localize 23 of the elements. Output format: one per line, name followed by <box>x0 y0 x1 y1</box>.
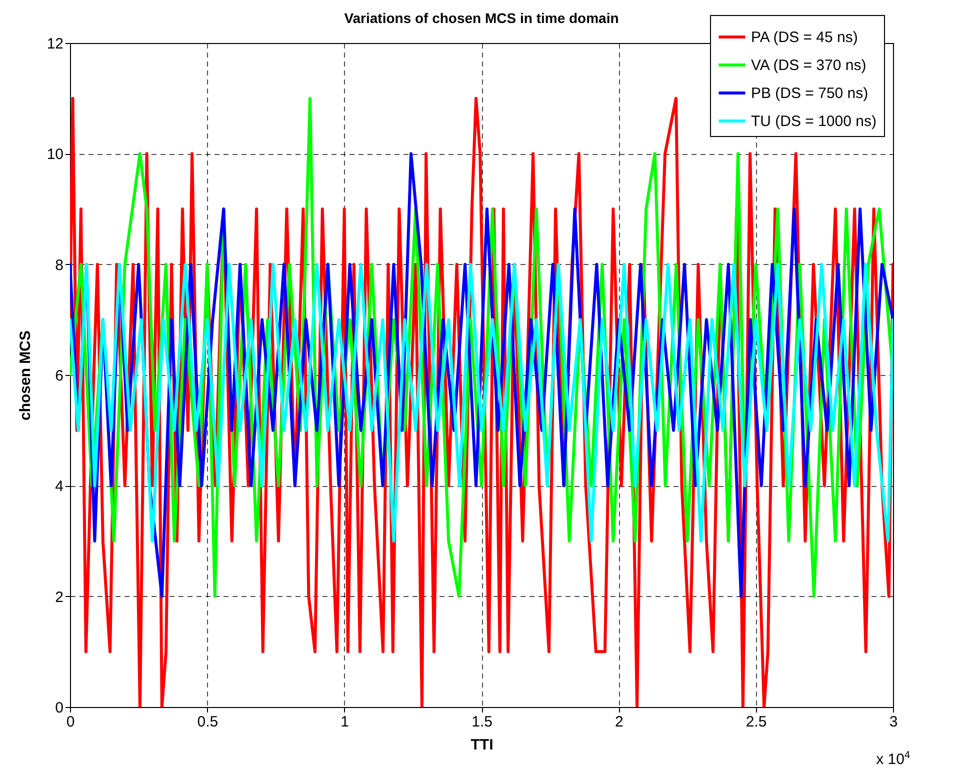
legend-label: PB (DS = 750 ns) <box>751 85 868 102</box>
legend-label: PA (DS = 45 ns) <box>751 29 858 46</box>
y-tick-label: 0 <box>55 700 64 716</box>
chart-title: Variations of chosen MCS in time domain <box>343 10 620 26</box>
y-tick-label: 10 <box>46 146 64 164</box>
line-series <box>70 262 893 542</box>
y-tick-label: 6 <box>55 368 64 384</box>
x-tick-label: 1 <box>340 714 350 730</box>
x-tick-label: 0.5 <box>197 714 218 730</box>
x-tick-label: 0 <box>66 714 75 730</box>
y-tick-label: 12 <box>46 36 64 52</box>
x-axis-title: TTI <box>470 736 494 754</box>
legend-label: TU (DS = 1000 ns) <box>751 113 876 130</box>
y-axis-title: chosen MCS <box>16 330 34 421</box>
x-tick-label: 2 <box>614 714 624 730</box>
x-tick-label: 1.5 <box>472 714 492 730</box>
text: x 10$^{4}$ <box>876 750 910 768</box>
y-tick-label: 8 <box>55 256 64 274</box>
x-tick-label: 2.5 <box>746 714 767 730</box>
x-tick-label: 3 <box>889 714 898 730</box>
y-tick-label: 2 <box>55 588 64 606</box>
legend-label: VA (DS = 370 ns) <box>751 57 866 74</box>
y-tick-label: 4 <box>55 478 64 496</box>
